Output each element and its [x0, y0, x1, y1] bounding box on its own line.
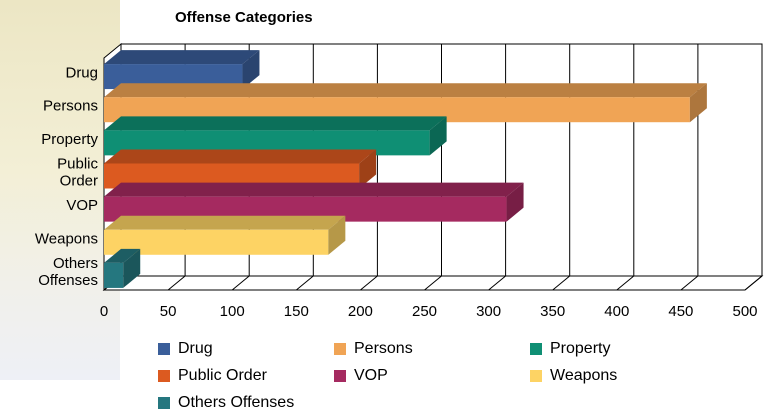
- floor-gridline: [231, 275, 250, 291]
- floor-gridline: [552, 275, 571, 291]
- bar-top-face: [104, 116, 447, 131]
- x-tick-label: 150: [284, 303, 309, 320]
- bar-weapons: [104, 229, 329, 255]
- x-tick-label: 200: [348, 303, 373, 320]
- legend-item-others-offenses: Others Offenses: [158, 394, 294, 412]
- floor-gridline: [295, 275, 314, 291]
- legend-label: Property: [550, 340, 611, 357]
- x-tick-label: 500: [732, 303, 757, 320]
- bar-end-face: [359, 149, 377, 189]
- floor-gridline: [680, 275, 699, 291]
- legend-swatch: [158, 370, 170, 382]
- x-tick-label: 350: [540, 303, 565, 320]
- bar-top-face: [104, 182, 524, 197]
- bar-top-face: [104, 83, 707, 98]
- x-tick-label: 450: [668, 303, 693, 320]
- bar-top-face: [104, 248, 141, 263]
- bar-end-face: [429, 116, 447, 156]
- legend-label: Weapons: [550, 367, 618, 384]
- category-label: Persons: [43, 98, 98, 115]
- x-tick-label: 300: [476, 303, 501, 320]
- legend-label: Public Order: [178, 367, 267, 384]
- legend-item-weapons: Weapons: [530, 367, 617, 385]
- legend-item-public-order: Public Order: [158, 367, 267, 385]
- legend-swatch: [334, 343, 346, 355]
- x-tick-label: 400: [604, 303, 629, 320]
- floor-gridline: [488, 275, 506, 291]
- floor-gridline: [167, 275, 186, 291]
- bar-end-face: [242, 50, 260, 90]
- legend-swatch: [158, 343, 170, 355]
- legend-swatch: [334, 370, 346, 382]
- chart-title: Offense Categories: [175, 9, 313, 26]
- legend-label: Persons: [354, 340, 413, 357]
- category-label: Order: [60, 173, 98, 190]
- legend-item-drug: Drug: [158, 340, 213, 358]
- floor-gridline: [360, 275, 378, 291]
- legend-label: Others Offenses: [178, 394, 295, 411]
- category-label: Drug: [65, 65, 98, 82]
- bar-end-face: [123, 248, 141, 288]
- x-tick-label: 250: [412, 303, 437, 320]
- legend-item-property: Property: [530, 340, 610, 358]
- legend-swatch: [158, 397, 170, 409]
- bar-end-face: [689, 83, 707, 123]
- background-watermark: [0, 0, 120, 380]
- x-tick-label: 100: [220, 303, 245, 320]
- legend-swatch: [530, 370, 542, 382]
- category-label: Offenses: [38, 272, 98, 289]
- floor-gridline: [424, 275, 442, 291]
- category-label: Public: [57, 156, 98, 173]
- legend-swatch: [530, 343, 542, 355]
- bar-end-face: [328, 215, 346, 255]
- category-label: VOP: [66, 197, 98, 214]
- x-tick-label: 50: [160, 303, 177, 320]
- floor-gridline: [744, 275, 763, 291]
- legend-label: VOP: [354, 367, 388, 384]
- category-label: Others: [53, 255, 98, 272]
- legend-item-persons: Persons: [334, 340, 413, 358]
- x-tick-label: 0: [100, 303, 108, 320]
- legend-label: Drug: [178, 340, 213, 357]
- floor-gridline: [616, 275, 635, 291]
- bar-others-offenses: [104, 262, 124, 288]
- legend-item-vop: VOP: [334, 367, 388, 385]
- bar-top-face: [104, 149, 377, 164]
- category-label: Property: [41, 131, 98, 148]
- bar-top-face: [104, 215, 346, 230]
- category-label: Weapons: [35, 230, 98, 247]
- bar-top-face: [104, 50, 260, 65]
- bar-end-face: [506, 182, 524, 222]
